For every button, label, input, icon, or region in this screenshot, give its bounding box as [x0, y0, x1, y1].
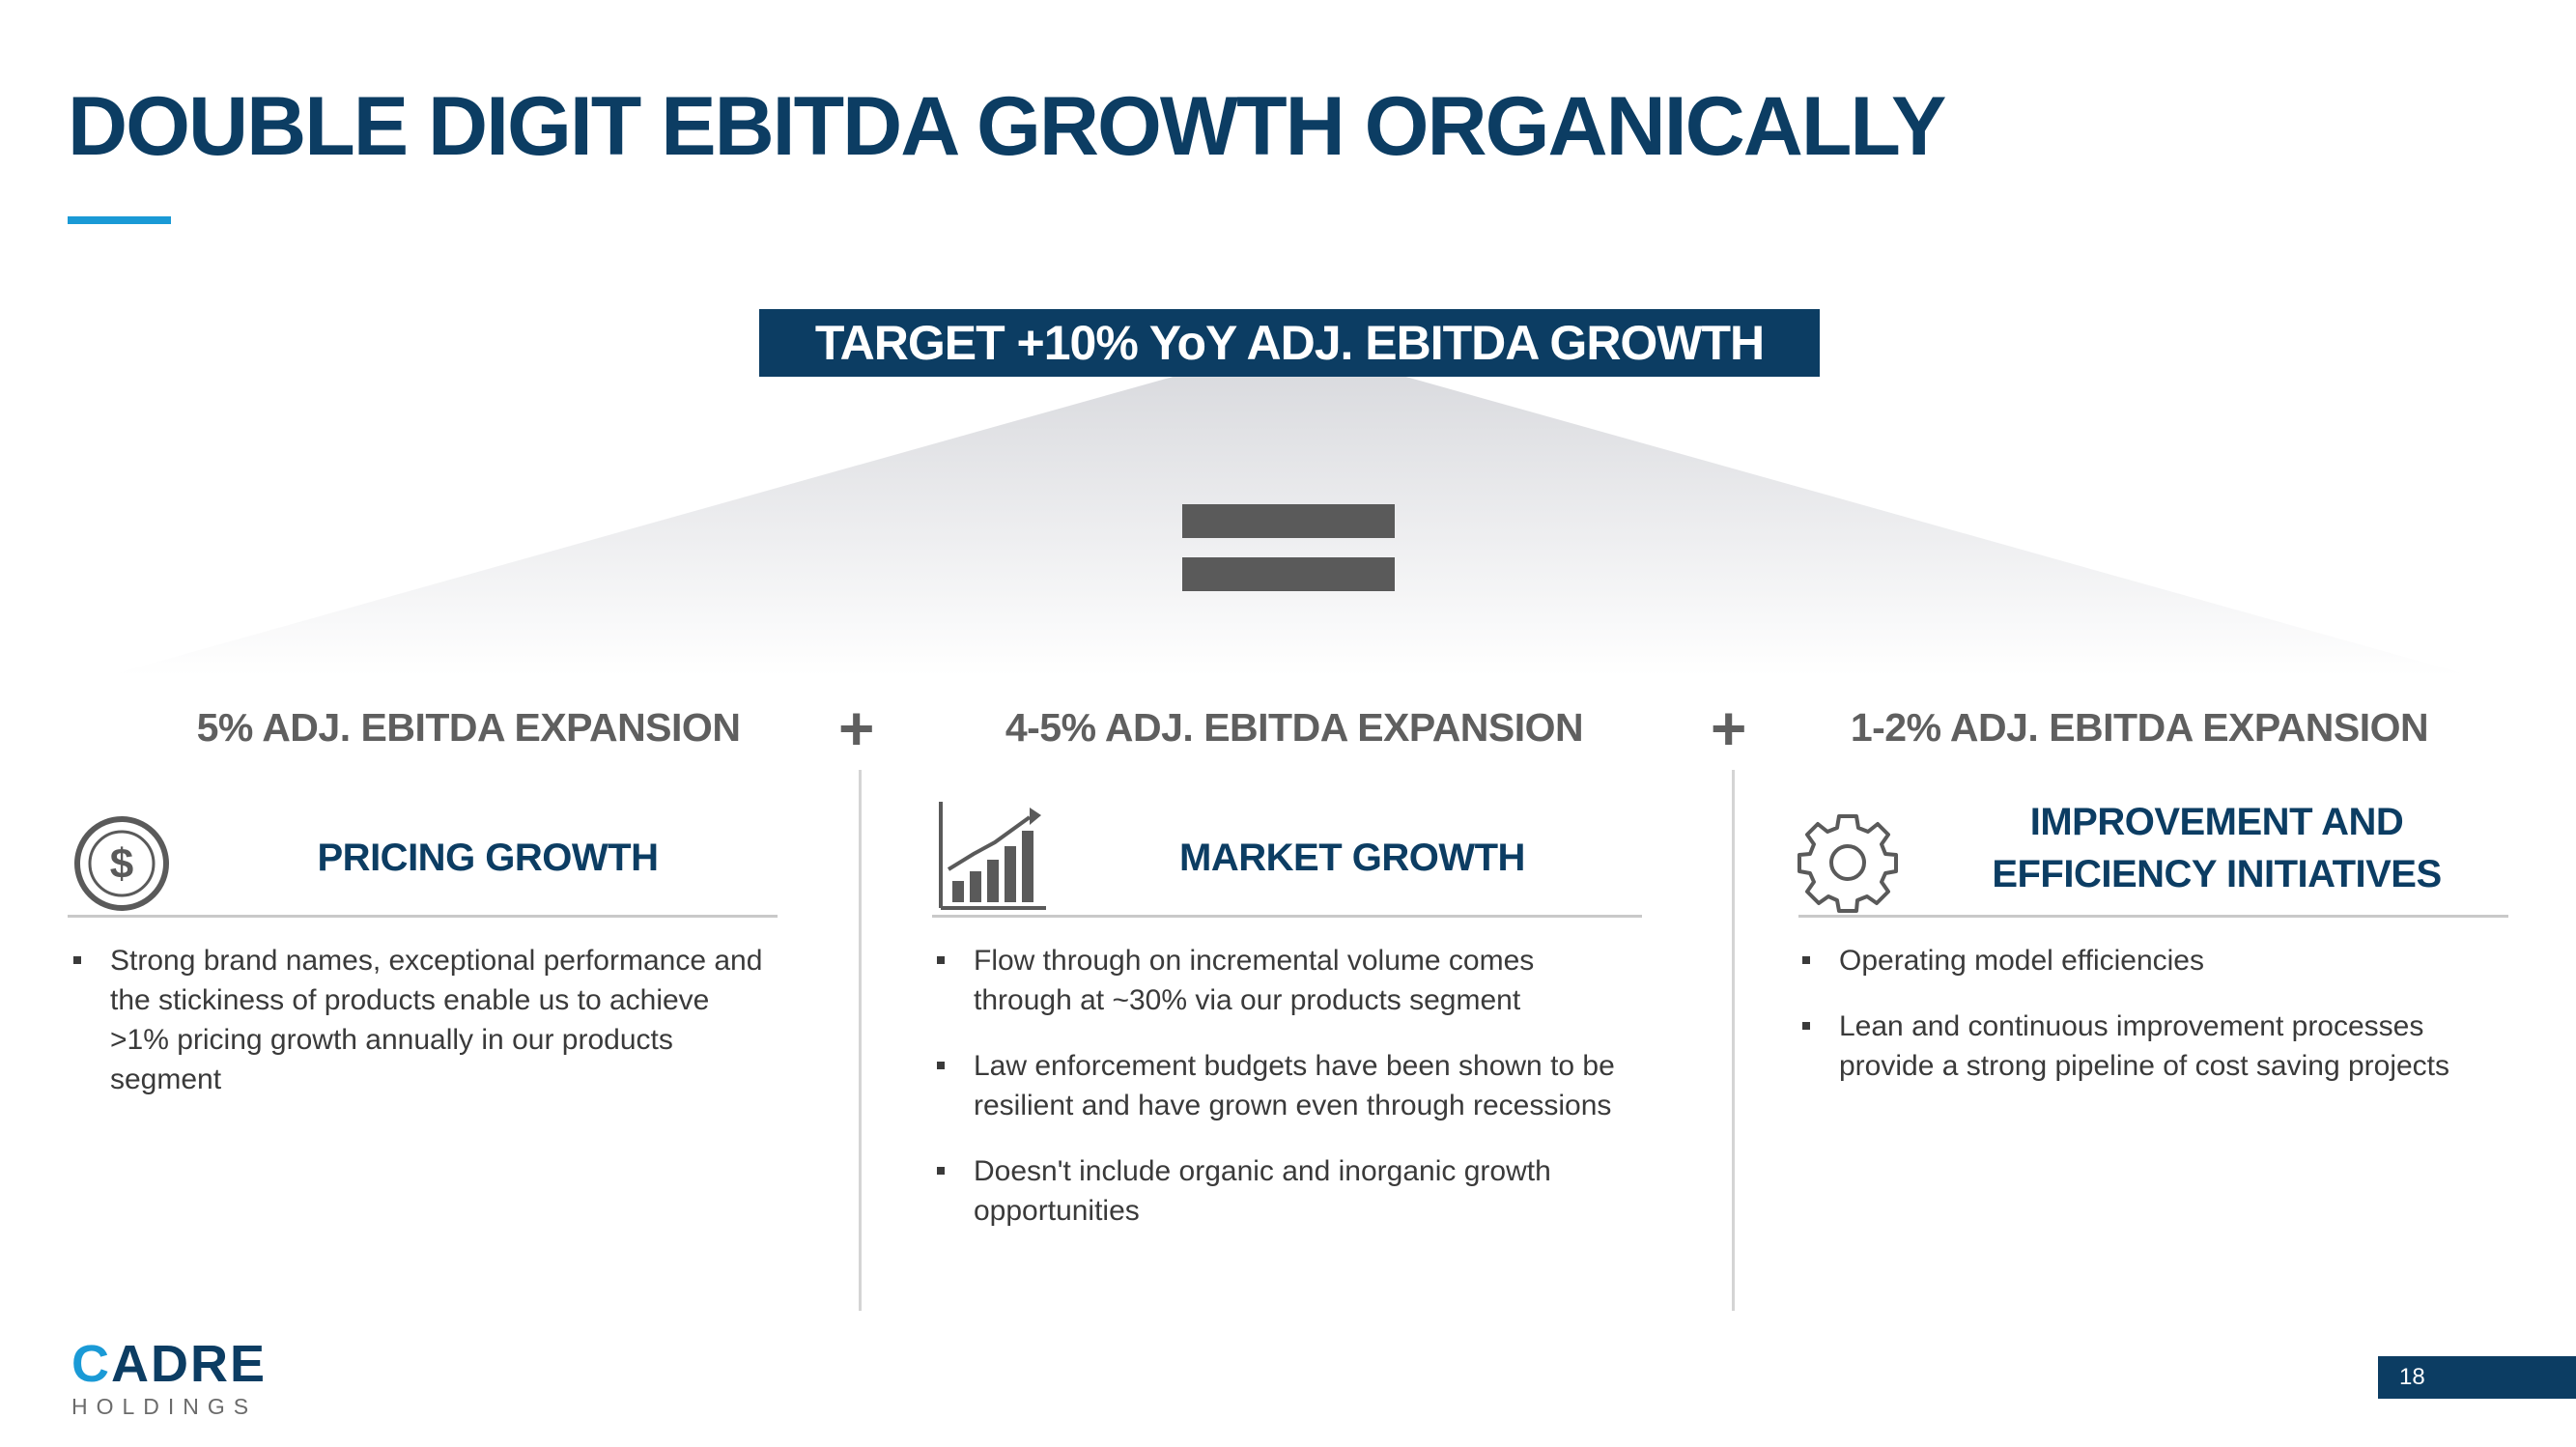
list-item: Flow through on incremental volume comes…	[935, 941, 1630, 1020]
page-title: DOUBLE DIGIT EBITDA GROWTH ORGANICALLY	[68, 80, 1946, 173]
column-header-pricing: 5% ADJ. EBITDA EXPANSION	[196, 705, 741, 750]
column-rule	[1798, 915, 2508, 918]
gear-icon	[1798, 814, 1898, 913]
plus-icon: +	[1711, 694, 1747, 763]
target-banner: TARGET +10% YoY ADJ. EBITDA GROWTH	[759, 309, 1820, 377]
market-bullets: Flow through on incremental volume comes…	[935, 941, 1630, 1257]
list-item: Doesn't include organic and inorganic gr…	[935, 1151, 1630, 1231]
column-divider	[1732, 770, 1735, 1311]
pricing-growth-title: PRICING GROWTH	[317, 837, 659, 879]
column-header-efficiency: 1-2% ADJ. EBITDA EXPANSION	[1850, 705, 2429, 750]
list-item: Operating model efficiencies	[1800, 941, 2505, 980]
svg-text:$: $	[110, 840, 133, 888]
list-item: Law enforcement budgets have been shown …	[935, 1046, 1630, 1125]
dollar-circle-icon: $	[74, 816, 169, 911]
company-logo: CADRE HOLDINGS	[71, 1335, 268, 1419]
efficiency-title: IMPROVEMENT AND EFFICIENCY INITIATIVES	[1992, 801, 2442, 895]
column-divider	[859, 770, 862, 1311]
column-rule	[932, 915, 1642, 918]
pricing-bullets: Strong brand names, exceptional performa…	[71, 941, 767, 1125]
efficiency-bullets: Operating model efficiencies Lean and co…	[1800, 941, 2505, 1112]
plus-icon: +	[838, 694, 875, 763]
page-number: 18	[2378, 1356, 2576, 1399]
list-item: Strong brand names, exceptional performa…	[71, 941, 767, 1099]
column-rule	[68, 915, 778, 918]
title-underline	[68, 216, 171, 224]
bar-chart-growth-icon	[939, 802, 1046, 910]
column-header-market: 4-5% ADJ. EBITDA EXPANSION	[1005, 705, 1584, 750]
list-item: Lean and continuous improvement processe…	[1800, 1007, 2505, 1086]
market-growth-title: MARKET GROWTH	[1179, 837, 1525, 879]
